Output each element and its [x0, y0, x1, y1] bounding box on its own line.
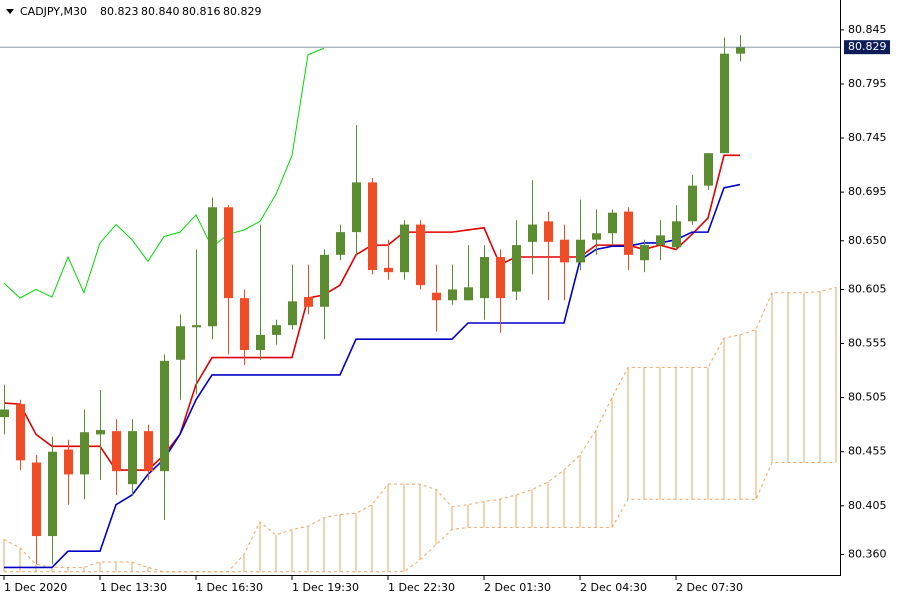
- menu-triangle[interactable]: [6, 9, 14, 14]
- candle-body: [160, 360, 169, 472]
- candle-body: [656, 235, 665, 246]
- candle-body: [384, 267, 393, 273]
- candle-body: [608, 212, 617, 234]
- candle-body: [352, 182, 361, 233]
- candle-body: [432, 292, 441, 301]
- candle-body: [224, 207, 233, 299]
- candle-body: [192, 325, 201, 328]
- candle-body: [336, 232, 345, 255]
- candle-body: [272, 325, 281, 335]
- candle-body: [304, 297, 313, 307]
- header-value: 80.829: [223, 5, 262, 18]
- plot-area: [0, 35, 837, 573]
- last-price-box: [844, 40, 890, 55]
- candle-body: [48, 451, 57, 537]
- candle-body: [64, 449, 73, 475]
- candle-body: [144, 431, 153, 472]
- candle-body: [624, 211, 633, 255]
- candle-body: [96, 430, 105, 435]
- cloud-span-b: [4, 462, 836, 573]
- candle-body: [736, 47, 745, 54]
- candle-body: [16, 404, 25, 461]
- candle-body: [368, 182, 377, 270]
- x-tick-label: 1 Dec 22:30: [388, 581, 455, 594]
- header-value: 80.840: [141, 5, 180, 18]
- candle-body: [240, 298, 249, 351]
- candle-body: [112, 431, 121, 472]
- candle-body: [544, 221, 553, 242]
- y-tick-label: 80.360: [848, 547, 887, 560]
- candle-body: [128, 431, 137, 485]
- y-tick-label: 80.555: [848, 337, 887, 350]
- x-tick-label: 1 Dec 13:30: [100, 581, 167, 594]
- header-value: 80.816: [182, 5, 221, 18]
- x-tick-label: 1 Dec 19:30: [292, 581, 359, 594]
- x-tick-label: 2 Dec 01:30: [484, 581, 551, 594]
- candle-body: [512, 245, 521, 292]
- candle-body: [400, 224, 409, 273]
- candle-body: [464, 287, 473, 301]
- y-tick-label: 80.650: [848, 234, 887, 247]
- candle-body: [688, 185, 697, 222]
- candle-body: [576, 239, 585, 263]
- y-tick-label: 80.695: [848, 185, 887, 198]
- candle-body: [416, 224, 425, 286]
- candle-body: [592, 233, 601, 240]
- candle-body: [176, 326, 185, 360]
- x-tick-label: 2 Dec 04:30: [580, 581, 647, 594]
- candle-body: [0, 409, 9, 418]
- symbol-title: CADJPY,M30: [20, 5, 87, 18]
- header-value: 80.823: [100, 5, 139, 18]
- y-tick-label: 80.505: [848, 391, 887, 404]
- candle-body: [528, 224, 537, 242]
- y-tick-label: 80.455: [848, 445, 887, 458]
- last-price-label: 80.829: [848, 40, 887, 53]
- candle-body: [320, 254, 329, 307]
- candle-body: [720, 53, 729, 154]
- y-tick-label: 80.605: [848, 282, 887, 295]
- candle-body: [496, 257, 505, 299]
- candle-body: [448, 289, 457, 301]
- indicator-line: [4, 183, 741, 569]
- x-tick-label: 1 Dec 2020: [4, 581, 67, 594]
- candle-body: [288, 301, 297, 326]
- x-tick-label: 1 Dec 16:30: [196, 581, 263, 594]
- candle-body: [80, 432, 89, 475]
- candle-body: [208, 207, 217, 327]
- candle-body: [672, 221, 681, 248]
- y-tick-label: 80.405: [848, 499, 887, 512]
- indicator-line: [3, 47, 325, 299]
- y-tick-label: 80.795: [848, 77, 887, 90]
- candle-body: [640, 245, 649, 261]
- y-tick-label: 80.845: [848, 23, 887, 36]
- x-tick-label: 2 Dec 07:30: [676, 581, 743, 594]
- candle-body: [560, 239, 569, 263]
- y-tick-label: 80.745: [848, 131, 887, 144]
- candle-body: [704, 153, 713, 186]
- candle-body: [480, 257, 489, 299]
- candle-body: [256, 334, 265, 351]
- candle-body: [32, 462, 41, 537]
- cloud-span-a: [3, 286, 837, 573]
